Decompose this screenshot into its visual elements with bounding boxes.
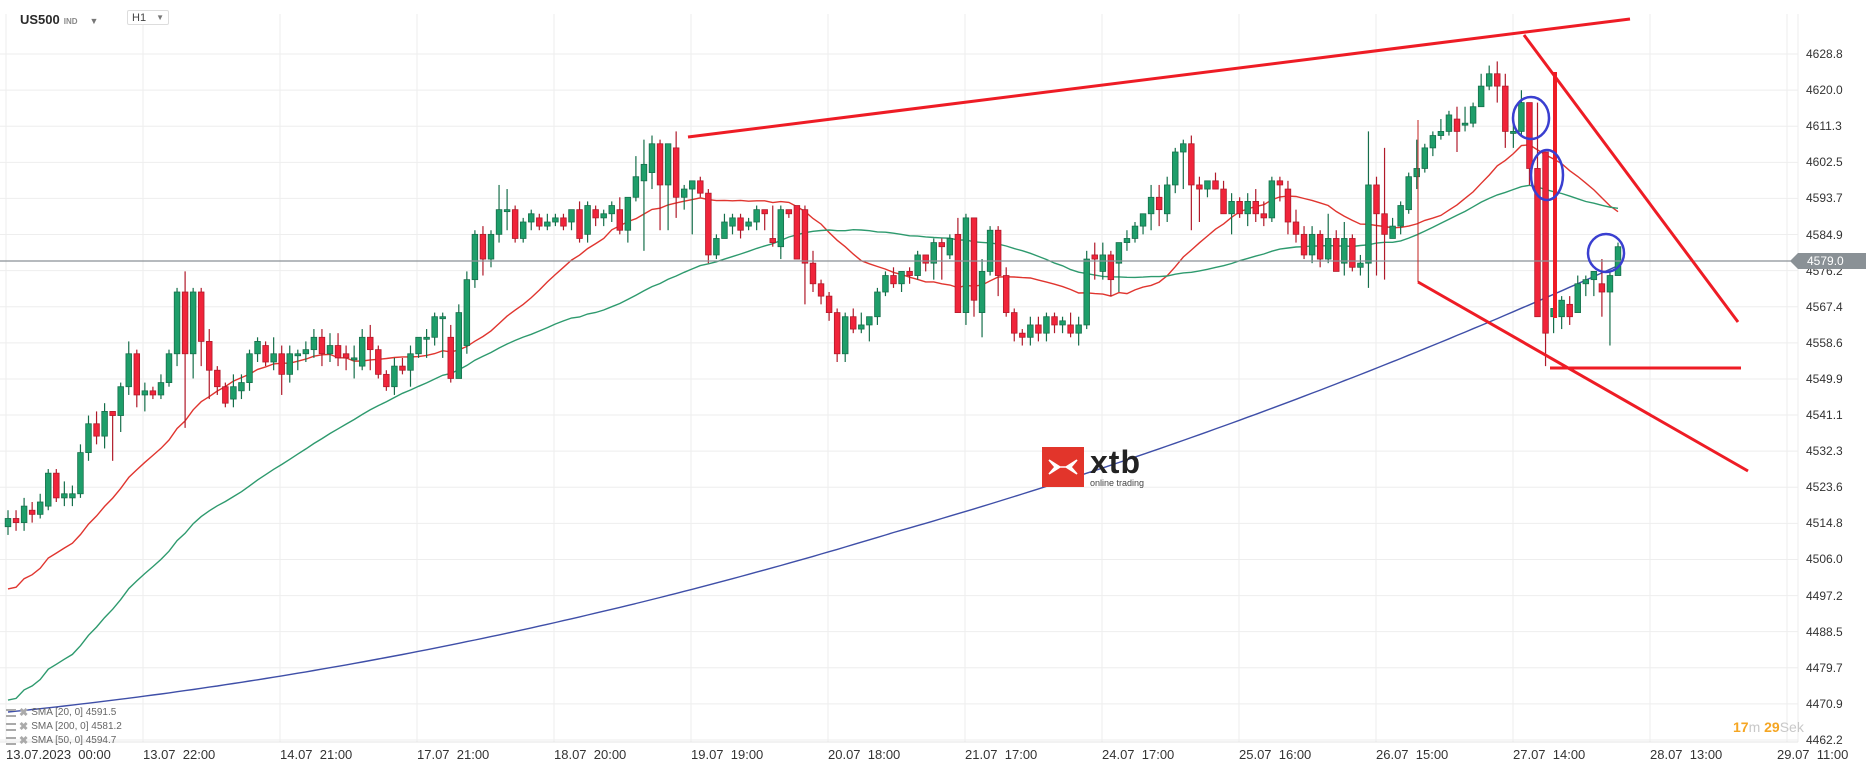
- price-tick-label: 4549.9: [1806, 371, 1843, 386]
- sma20-cross-circle[interactable]: [1511, 95, 1551, 141]
- time-tick-label: 25.07 16:00: [1239, 747, 1312, 762]
- chart-toolbar: US500 IND ▼ H1 ▼: [0, 0, 1866, 36]
- price-tick-label: 4602.5: [1806, 155, 1843, 170]
- falling-support-line[interactable]: [1417, 280, 1749, 473]
- price-tick-label: 4611.3: [1806, 119, 1842, 134]
- candle-countdown: 17m 29Sek: [1733, 719, 1804, 735]
- price-tick-label: 4620.0: [1806, 83, 1843, 98]
- indicator-settings-icon[interactable]: [6, 722, 16, 731]
- time-tick-label: 27.07 14:00: [1513, 747, 1586, 762]
- timeframe-value: H1: [132, 12, 147, 24]
- remove-indicator-icon[interactable]: ✖: [19, 721, 29, 733]
- symbol-type-tag: IND: [63, 17, 78, 26]
- price-tick-label: 4506.0: [1806, 552, 1843, 567]
- time-tick-label: 28.07 13:00: [1650, 747, 1723, 762]
- price-tick-label: 4488.5: [1806, 624, 1843, 639]
- legend-label: SMA [200, 0] 4581.2: [31, 721, 122, 732]
- trendline-drawings[interactable]: [687, 17, 1749, 473]
- time-tick-label: 18.07 20:00: [554, 747, 627, 762]
- time-tick-label: 24.07 17:00: [1102, 747, 1175, 762]
- remove-indicator-icon[interactable]: ✖: [19, 735, 29, 747]
- chevron-down-icon[interactable]: ▼: [156, 13, 164, 22]
- legend-label: SMA [20, 0] 4591.5: [31, 707, 117, 718]
- price-tick-label: 4567.4: [1806, 299, 1843, 314]
- timeframe-select[interactable]: H1 ▼: [127, 10, 169, 25]
- time-tick-label: 13.07 22:00: [143, 747, 216, 762]
- price-tick-label: 4584.9: [1806, 227, 1843, 242]
- time-tick-label: 13.07.2023 00:00: [6, 747, 111, 762]
- indicator-settings-icon[interactable]: [6, 736, 16, 745]
- price-tick-label: 4497.2: [1806, 588, 1843, 603]
- logo-tagline: online trading: [1090, 478, 1145, 488]
- chart-grid: [0, 14, 1799, 743]
- symbol-selector[interactable]: US500 IND ▼: [20, 12, 98, 27]
- time-tick-label: 26.07 15:00: [1376, 747, 1449, 762]
- time-tick-label: 29.07 11:00: [1777, 747, 1849, 762]
- indicator-settings-icon[interactable]: [6, 708, 16, 717]
- candles: [4, 61, 1622, 535]
- time-tick-label: 21.07 17:00: [965, 747, 1038, 762]
- resistance-trendline[interactable]: [687, 17, 1631, 139]
- price-tick-label: 4593.7: [1806, 191, 1843, 206]
- countdown-seconds: 29: [1764, 719, 1780, 735]
- price-tick-label: 4479.7: [1806, 660, 1843, 675]
- price-tick-label: 4558.6: [1806, 335, 1843, 350]
- time-tick-label: 17.07 21:00: [417, 747, 490, 762]
- legend-sma200[interactable]: ✖ SMA [200, 0] 4581.2: [6, 720, 122, 733]
- price-tick-label: 4514.8: [1806, 516, 1843, 531]
- logo-wordmark: xtb: [1090, 444, 1141, 480]
- legend-label: SMA [50, 0] 4594.7: [31, 735, 117, 746]
- countdown-minutes-unit: m: [1748, 719, 1761, 735]
- sma50-cross-circle[interactable]: [1529, 148, 1565, 202]
- current-price-tag: 4579.0: [1790, 253, 1866, 269]
- symbol-name: US500: [20, 12, 60, 27]
- price-tick-label: 4470.9: [1806, 696, 1843, 711]
- price-tick-label: 4532.3: [1806, 444, 1843, 459]
- countdown-minutes: 17: [1733, 719, 1749, 735]
- time-tick-label: 14.07 21:00: [280, 747, 353, 762]
- remove-indicator-icon[interactable]: ✖: [19, 707, 29, 719]
- price-tick-label: 4541.1: [1806, 408, 1843, 423]
- chevron-down-icon[interactable]: ▼: [89, 16, 99, 26]
- falling-resistance-line[interactable]: [1522, 34, 1740, 323]
- time-tick-label: 20.07 18:00: [828, 747, 901, 762]
- legend-sma20[interactable]: ✖ SMA [20, 0] 4591.5: [6, 706, 116, 719]
- price-tick-label: 4523.6: [1806, 480, 1843, 495]
- price-tick-label: 4462.2: [1806, 733, 1843, 747]
- countdown-seconds-unit: Sek: [1779, 719, 1804, 735]
- price-tick-label: 4628.8: [1806, 47, 1843, 61]
- time-tick-label: 19.07 19:00: [691, 747, 764, 762]
- sma200-cross-circle[interactable]: [1586, 232, 1626, 274]
- xtb-logo-icon: [1042, 447, 1084, 487]
- legend-sma50[interactable]: ✖ SMA [50, 0] 4594.7: [6, 734, 116, 747]
- xtb-logo: xtb online trading: [1042, 446, 1144, 488]
